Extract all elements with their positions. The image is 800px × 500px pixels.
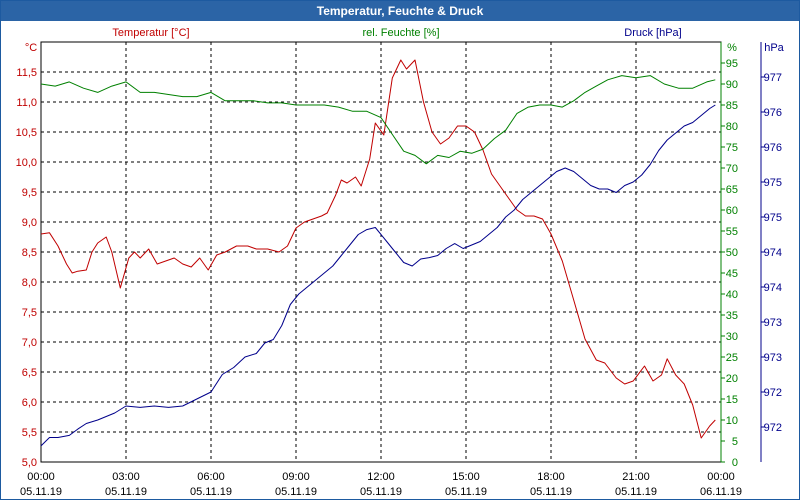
- humidity-tick-label: 10: [726, 415, 738, 427]
- humidity-tick-label: 30: [726, 331, 738, 343]
- x-tick-time: 18:00: [537, 471, 565, 483]
- temp-tick-label: 10,5: [16, 127, 37, 139]
- humidity-tick-label: 20: [726, 373, 738, 385]
- x-tick-time: 09:00: [282, 471, 310, 483]
- pressure-axis-title: Druck [hPa]: [624, 27, 681, 39]
- window-title: Temperatur, Feuchte & Druck: [1, 1, 799, 21]
- grid-lines: [41, 42, 721, 462]
- x-tick-date: 05.11.19: [105, 486, 147, 498]
- pressure-tick-label: 972: [764, 422, 782, 434]
- humidity-tick-label: 15: [726, 394, 738, 406]
- humidity-tick-label: 85: [726, 100, 738, 112]
- x-tick-date: 05.11.19: [190, 486, 232, 498]
- x-tick-time: 15:00: [452, 471, 480, 483]
- humidity-tick-label: 80: [726, 121, 738, 133]
- humidity-tick-label: 50: [726, 247, 738, 259]
- temp-tick-label: 11,0: [16, 97, 37, 109]
- temp-tick-label: 11,5: [16, 67, 37, 79]
- x-tick-date: 05.11.19: [530, 486, 572, 498]
- x-tick-date: 06.11.19: [700, 486, 742, 498]
- x-tick-date: 05.11.19: [275, 486, 317, 498]
- humidity-tick-label: 25: [726, 352, 738, 364]
- temp-tick-label: 5,0: [22, 457, 37, 469]
- humidity-tick-label: 70: [726, 163, 738, 175]
- humidity-tick-label: 95: [726, 58, 738, 70]
- temp-axis-title: Temperatur [°C]: [112, 27, 189, 39]
- x-tick-date: 05.11.19: [615, 486, 657, 498]
- x-tick-time: 12:00: [367, 471, 395, 483]
- x-tick-time: 21:00: [622, 471, 650, 483]
- x-tick-time: 00:00: [707, 471, 735, 483]
- temp-tick-label: 10,0: [16, 157, 37, 169]
- series-line-hum: [40, 75, 716, 165]
- pressure-tick-label: 973: [764, 352, 782, 364]
- pressure-tick-label: 972: [764, 387, 782, 399]
- pressure-tick-label: 976: [764, 142, 782, 154]
- pressure-tick-label: 974: [764, 282, 782, 294]
- temp-tick-label: 6,5: [22, 367, 37, 379]
- humidity-tick-label: 75: [726, 142, 738, 154]
- series-line-temp: [40, 59, 716, 439]
- x-tick-time: 06:00: [197, 471, 225, 483]
- humidity-axis-title: rel. Feuchte [%]: [362, 27, 439, 39]
- pressure-tick-label: 976: [764, 107, 782, 119]
- x-tick-time: 00:00: [27, 471, 55, 483]
- humidity-tick-label: 65: [726, 184, 738, 196]
- humidity-tick-label: 90: [726, 79, 738, 91]
- pressure-tick-label: 973: [764, 317, 782, 329]
- x-tick-date: 05.11.19: [445, 486, 487, 498]
- data-series: [40, 59, 716, 447]
- pressure-tick-label: 977: [764, 72, 782, 84]
- pressure-tick-label: 974: [764, 247, 782, 259]
- humidity-tick-label: 60: [726, 205, 738, 217]
- pressure-tick-label: 975: [764, 212, 782, 224]
- temp-tick-label: 7,5: [22, 307, 37, 319]
- pressure-tick-label: 975: [764, 177, 782, 189]
- humidity-tick-label: 0: [732, 457, 738, 469]
- pressure-unit-label: hPa: [764, 42, 784, 54]
- humidity-tick-label: 45: [726, 268, 738, 280]
- temp-tick-label: 5,5: [22, 427, 37, 439]
- temp-tick-label: 8,0: [22, 277, 37, 289]
- temp-tick-label: 7,0: [22, 337, 37, 349]
- humidity-tick-label: 35: [726, 310, 738, 322]
- temp-unit-label: °C: [25, 42, 37, 54]
- temp-tick-label: 6,0: [22, 397, 37, 409]
- axes: 00:00 05.11.19 03:00 05.11.19 06:00 05.11.19 0…: [16, 27, 785, 498]
- temp-tick-label: 9,5: [22, 187, 37, 199]
- humidity-tick-label: 5: [732, 436, 738, 448]
- x-tick-time: 03:00: [112, 471, 140, 483]
- humidity-unit-label: %: [727, 42, 737, 54]
- x-tick-date: 05.11.19: [360, 486, 402, 498]
- x-tick-date: 05.11.19: [20, 486, 62, 498]
- humidity-tick-label: 40: [726, 289, 738, 301]
- humidity-tick-label: 55: [726, 226, 738, 238]
- series-line-press: [40, 104, 716, 447]
- temp-tick-label: 8,5: [22, 247, 37, 259]
- temp-tick-label: 9,0: [22, 217, 37, 229]
